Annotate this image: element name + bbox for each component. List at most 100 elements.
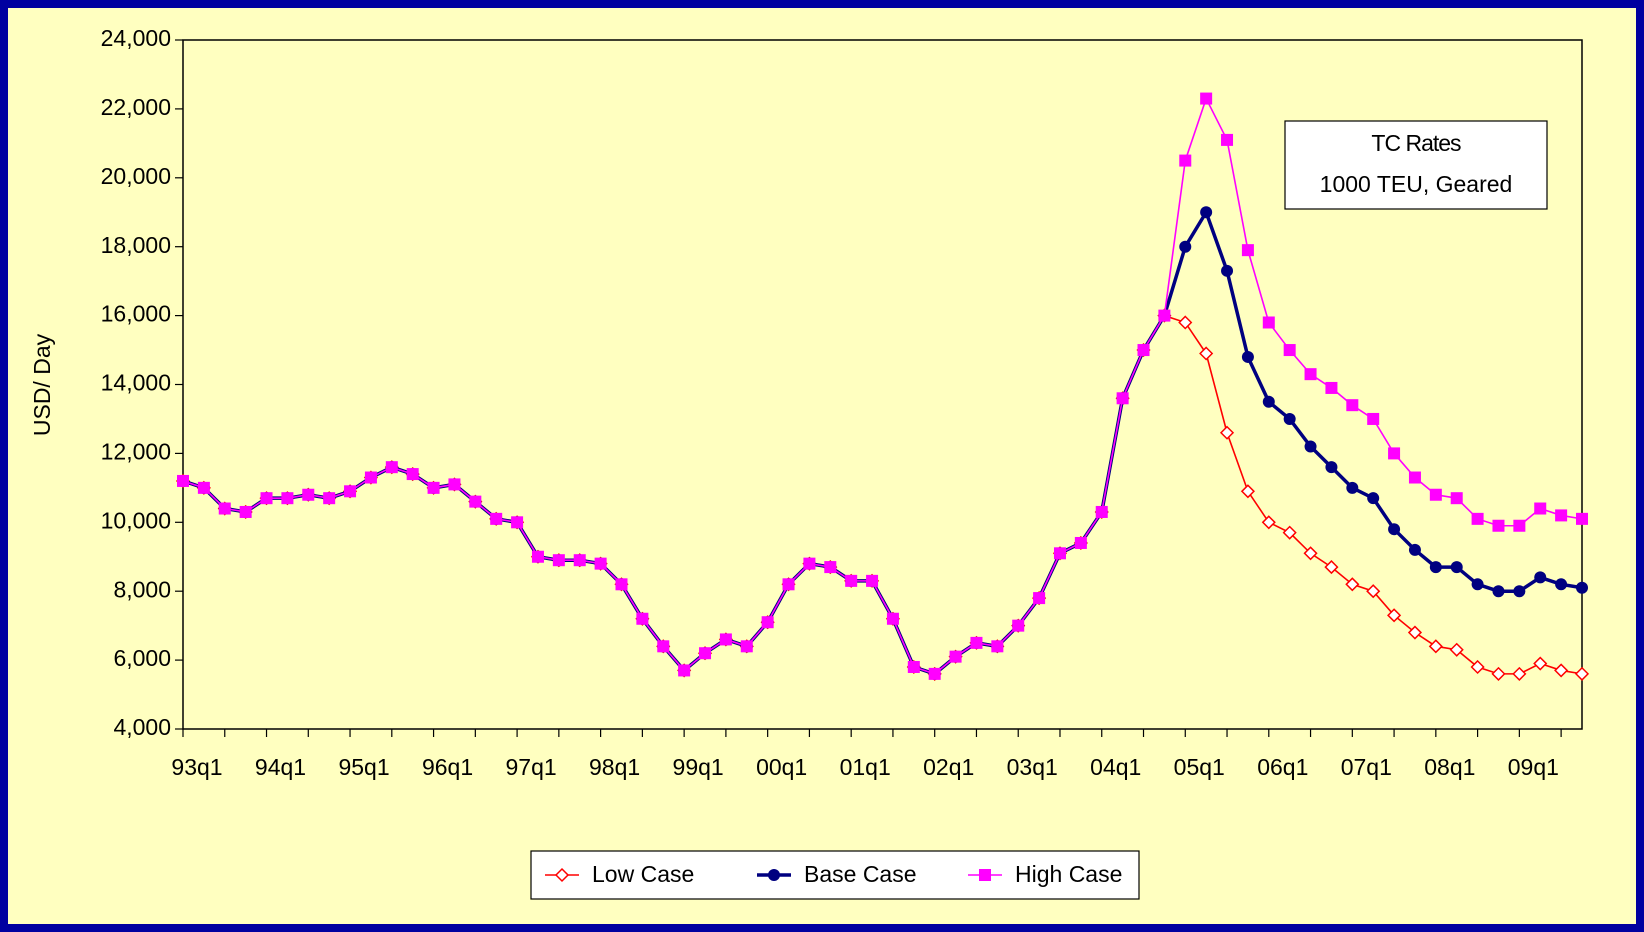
legend-label: High Case [1015, 861, 1122, 887]
x-tick-label: 00q1 [756, 754, 807, 780]
data-point [803, 557, 816, 570]
data-point [1450, 492, 1463, 505]
annotation: 1000 TEU, Geared [1320, 171, 1513, 197]
legend-marker [554, 867, 570, 883]
data-point [1179, 240, 1192, 253]
data-point [782, 578, 795, 591]
data-point [552, 554, 565, 567]
data-point [1366, 584, 1381, 599]
data-point [1283, 344, 1296, 357]
x-tick-label: 93q1 [171, 754, 222, 780]
data-point [1408, 543, 1421, 556]
data-point [1221, 133, 1234, 146]
data-point [323, 492, 336, 505]
data-point [1533, 656, 1548, 671]
x-tick-label: 03q1 [1007, 754, 1058, 780]
data-point [364, 471, 377, 484]
data-point [1200, 92, 1213, 105]
data-point [1429, 488, 1442, 501]
data-point [1178, 315, 1193, 330]
data-point [594, 557, 607, 570]
data-point [657, 640, 670, 653]
data-point [1346, 481, 1359, 494]
data-point [1471, 578, 1484, 591]
data-point [1261, 515, 1276, 530]
data-point [845, 574, 858, 587]
data-point [1199, 346, 1214, 361]
data-point [886, 612, 899, 625]
data-point [1283, 412, 1296, 425]
y-tick-label: 22,000 [101, 94, 171, 120]
data-point [385, 461, 398, 474]
data-point [1053, 547, 1066, 560]
data-point [1033, 592, 1046, 605]
x-tick-label: 97q1 [506, 754, 557, 780]
y-tick-label: 6,000 [113, 645, 171, 671]
data-point [1576, 581, 1588, 594]
data-point [1241, 244, 1254, 257]
x-tick-label: 09q1 [1508, 754, 1559, 780]
x-tick-label: 08q1 [1424, 754, 1475, 780]
data-point [1012, 619, 1025, 632]
x-tick-label: 05q1 [1174, 754, 1225, 780]
data-point [1303, 546, 1318, 561]
data-point [1158, 309, 1171, 322]
data-point [406, 468, 419, 481]
legend-label: Base Case [804, 861, 917, 887]
data-point [1325, 381, 1338, 394]
data-point [1576, 512, 1588, 525]
data-point [511, 516, 524, 529]
data-point [1428, 639, 1443, 654]
data-point [1492, 519, 1505, 532]
annotation-box [1284, 120, 1548, 210]
data-point [260, 492, 273, 505]
legend-marker [768, 869, 780, 881]
data-point [1471, 512, 1484, 525]
data-point [1095, 505, 1108, 518]
data-point [761, 616, 774, 629]
x-tick-label: 06q1 [1257, 754, 1308, 780]
data-point [636, 612, 649, 625]
data-point [281, 492, 294, 505]
data-point [1513, 519, 1526, 532]
y-tick-label: 24,000 [101, 25, 171, 51]
data-point [1574, 666, 1590, 681]
data-point [197, 481, 210, 494]
data-point [427, 481, 440, 494]
data-point [1179, 154, 1192, 167]
x-tick-label: 96q1 [422, 754, 473, 780]
data-point [866, 574, 879, 587]
data-point [239, 505, 252, 518]
x-tick-label: 02q1 [923, 754, 974, 780]
data-point [531, 550, 544, 563]
data-point [1137, 344, 1150, 357]
x-tick-label: 98q1 [589, 754, 640, 780]
data-point [1388, 523, 1401, 536]
data-point [302, 488, 315, 501]
data-point [1449, 642, 1464, 657]
data-point [1513, 585, 1526, 598]
data-point [490, 512, 503, 525]
data-point [949, 650, 962, 663]
legend [530, 850, 1140, 900]
y-tick-label: 4,000 [113, 714, 171, 740]
data-point [1491, 666, 1506, 681]
data-point [1534, 502, 1547, 515]
annotation: TC Rates [1371, 130, 1461, 156]
data-point [1492, 585, 1505, 598]
x-tick-label: 94q1 [255, 754, 306, 780]
data-point [1534, 571, 1547, 584]
data-point [1408, 471, 1421, 484]
data-point [1240, 484, 1255, 499]
data-point [1429, 561, 1442, 574]
data-point [719, 633, 732, 646]
data-point [344, 485, 357, 498]
y-tick-label: 8,000 [113, 576, 171, 602]
data-point [1262, 316, 1275, 329]
data-point [1262, 395, 1275, 408]
data-point [1304, 368, 1317, 381]
data-point [928, 667, 941, 680]
data-point [1241, 350, 1254, 363]
y-tick-label: 12,000 [101, 438, 171, 464]
